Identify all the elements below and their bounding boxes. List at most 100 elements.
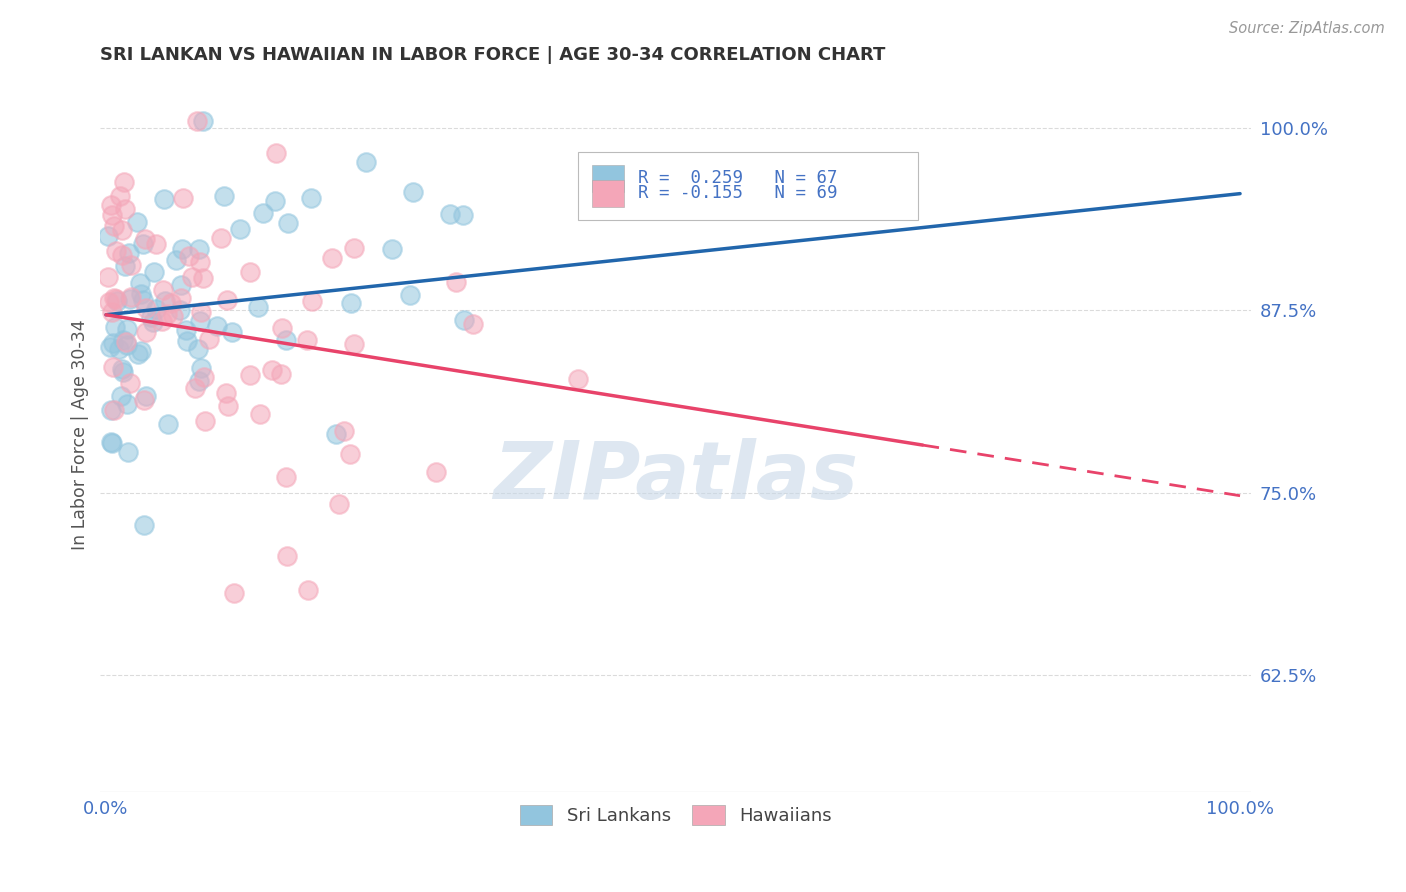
Point [97,228,120,243]
Point [222,586,245,600]
Point [134,518,156,533]
Point [297,582,319,597]
Point [134,231,156,245]
Point [120,293,142,307]
Point [193,271,215,285]
Point [98,340,121,354]
Point [118,245,141,260]
Point [127,347,149,361]
Point [198,332,221,346]
Point [135,325,157,339]
FancyBboxPatch shape [592,165,624,192]
Point [209,231,232,245]
Point [111,223,134,237]
Point [156,307,179,321]
Point [132,393,155,408]
Point [252,205,274,219]
Point [217,399,239,413]
Point [221,325,243,339]
Point [463,317,485,331]
Point [112,333,135,347]
Point [172,191,194,205]
Point [274,470,297,484]
Point [321,251,343,265]
Legend: Sri Lankans, Hawaiians: Sri Lankans, Hawaiians [510,796,841,834]
Point [103,402,125,417]
Point [444,275,467,289]
Point [114,259,136,273]
Point [239,265,262,279]
Point [104,292,127,306]
Point [229,222,252,236]
Point [184,381,207,395]
Point [112,175,135,189]
Point [157,417,180,431]
Point [188,314,211,328]
Point [174,323,197,337]
Point [194,414,217,428]
Point [101,335,124,350]
Point [270,368,292,382]
Point [160,296,183,310]
Text: R =  0.259   N = 67: R = 0.259 N = 67 [638,169,838,187]
Point [114,335,136,350]
Point [165,253,187,268]
Point [101,436,124,450]
Point [101,359,124,374]
Point [339,447,361,461]
Point [111,248,134,262]
Point [132,237,155,252]
Point [381,242,404,256]
Point [103,219,125,233]
Point [117,445,139,459]
Point [145,237,167,252]
Point [152,192,174,206]
Text: ZIPatlas: ZIPatlas [494,438,859,516]
Point [104,244,127,258]
Point [247,301,270,315]
Point [249,407,271,421]
Point [114,202,136,216]
Point [142,315,165,329]
Point [104,320,127,334]
Point [187,342,209,356]
Point [110,361,132,376]
Point [179,249,201,263]
Point [125,215,148,229]
Point [176,334,198,348]
Point [135,389,157,403]
Point [451,208,474,222]
Point [328,497,350,511]
Point [190,305,212,319]
Point [100,198,122,212]
Point [190,361,212,376]
Point [325,427,347,442]
Point [152,283,174,297]
Point [162,309,184,323]
Point [108,342,131,356]
Point [333,424,356,438]
Point [110,389,132,403]
Point [439,207,461,221]
Point [98,295,121,310]
Point [340,296,363,310]
Point [170,243,193,257]
Point [169,303,191,318]
Point [260,363,283,377]
Point [128,277,150,291]
Point [103,291,125,305]
Point [276,549,298,563]
Point [343,241,366,255]
Point [271,320,294,334]
Point [191,113,214,128]
Point [205,319,228,334]
FancyBboxPatch shape [592,180,624,207]
Point [295,333,318,347]
Point [264,146,287,161]
Point [215,386,238,401]
Point [129,286,152,301]
Point [115,338,138,352]
Point [142,265,165,279]
Point [299,191,322,205]
Point [101,208,124,222]
